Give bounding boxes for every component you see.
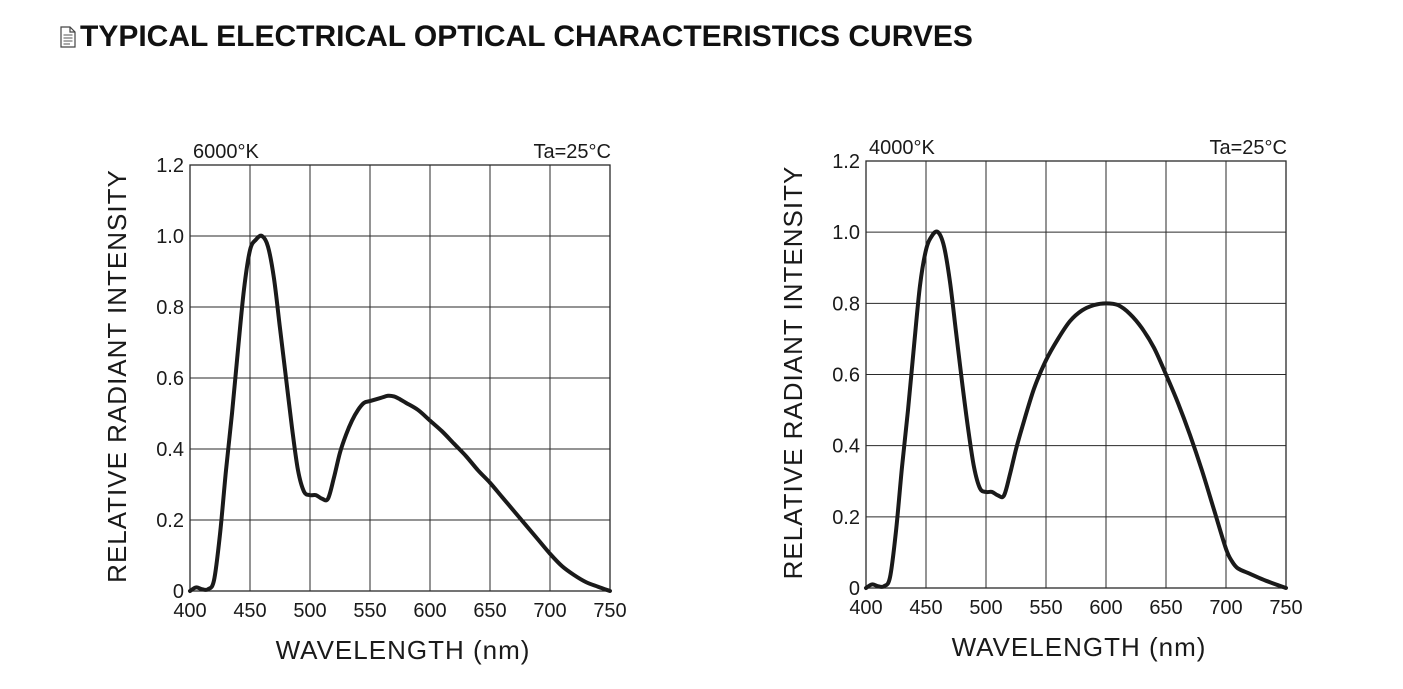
x-tick-label: 700 bbox=[1209, 597, 1242, 619]
spectrum-curve bbox=[188, 233, 612, 593]
x-tick-label: 750 bbox=[1269, 597, 1302, 619]
chart-2: 400 450 500 550 600 650 700 750 0 0.2 0.4 0.6 0.8 1.0… bbox=[778, 137, 1303, 662]
y-tick-label: 0 bbox=[849, 578, 860, 600]
x-axis-title: WAVELENGTH (nm) bbox=[952, 632, 1207, 662]
color-temperature-label: 6000°K bbox=[193, 141, 259, 163]
x-tick-label: 500 bbox=[293, 600, 326, 622]
y-tick-label: 1.2 bbox=[832, 151, 860, 173]
x-tick-label: 750 bbox=[593, 600, 626, 622]
x-tick-label: 400 bbox=[173, 600, 206, 622]
y-tick-label: 0.2 bbox=[832, 507, 860, 529]
x-tick-label: 450 bbox=[909, 597, 942, 619]
y-tick-label: 1.2 bbox=[156, 155, 184, 177]
x-axis-title: WAVELENGTH (nm) bbox=[276, 635, 531, 665]
x-tick-label: 650 bbox=[473, 600, 506, 622]
x-tick-label: 700 bbox=[533, 600, 566, 622]
x-tick-label: 600 bbox=[413, 600, 446, 622]
x-tick-label: 600 bbox=[1089, 597, 1122, 619]
y-axis-title: RELATIVE RADIANT INTENSITY bbox=[778, 166, 808, 580]
x-tick-label: 650 bbox=[1149, 597, 1182, 619]
y-tick-label: 0 bbox=[173, 581, 184, 603]
page-title: TYPICAL ELECTRICAL OPTICAL CHARACTERISTI… bbox=[80, 20, 973, 53]
y-tick-label: 0.4 bbox=[156, 439, 184, 461]
plot-frame bbox=[189, 164, 611, 592]
color-temperature-label: 4000°K bbox=[869, 137, 935, 159]
x-tick-label: 550 bbox=[353, 600, 386, 622]
page-heading: TYPICAL ELECTRICAL OPTICAL CHARACTERISTI… bbox=[58, 18, 973, 56]
y-tick-label: 0.2 bbox=[156, 510, 184, 532]
x-tick-label: 500 bbox=[969, 597, 1002, 619]
y-tick-label: 0.6 bbox=[156, 368, 184, 390]
plot-frame bbox=[865, 160, 1287, 589]
y-tick-label: 0.8 bbox=[156, 297, 184, 319]
condition-label: Ta=25°C bbox=[1210, 137, 1288, 159]
y-axis-title: RELATIVE RADIANT INTENSITY bbox=[102, 169, 132, 583]
y-tick-label: 0.6 bbox=[832, 365, 860, 387]
condition-label: Ta=25°C bbox=[534, 141, 612, 163]
x-tick-label: 550 bbox=[1029, 597, 1062, 619]
chart-1: 400 450 500 550 600 650 700 750 0 0.2 0.4 0.6 0.8 1.0… bbox=[102, 141, 627, 665]
y-tick-label: 0.8 bbox=[832, 293, 860, 315]
x-tick-label: 400 bbox=[849, 597, 882, 619]
y-tick-label: 1.0 bbox=[156, 226, 184, 248]
y-tick-label: 1.0 bbox=[832, 222, 860, 244]
x-tick-label: 450 bbox=[233, 600, 266, 622]
y-tick-label: 0.4 bbox=[832, 436, 860, 458]
spectrum-curve bbox=[864, 229, 1288, 590]
document-icon bbox=[60, 26, 76, 48]
